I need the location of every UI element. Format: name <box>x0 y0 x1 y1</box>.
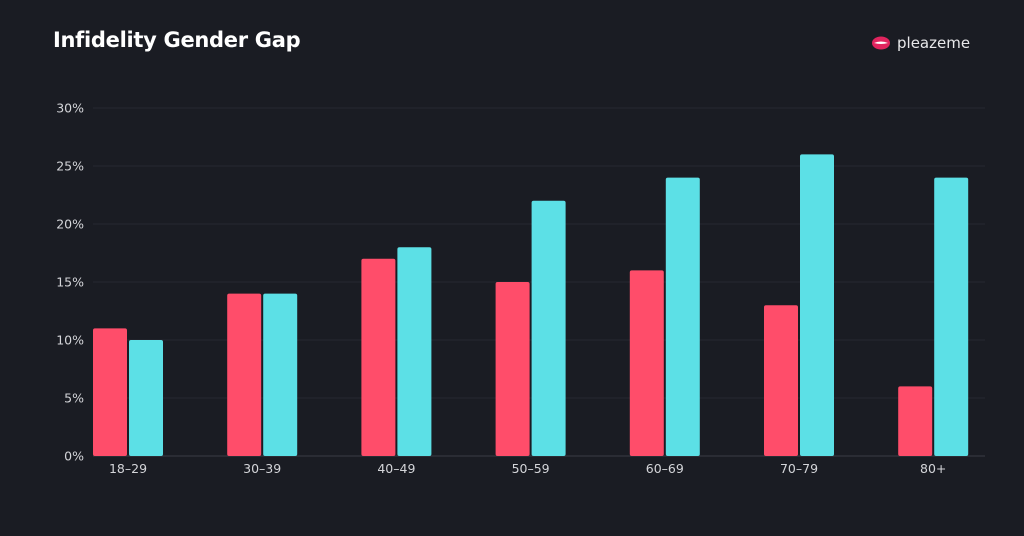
bar-series1-50–59 <box>495 282 530 456</box>
bar-series2-30–39 <box>263 293 298 456</box>
y-tick-label: 20% <box>56 217 84 232</box>
y-tick-label: 15% <box>56 275 84 290</box>
bar-series1-30–39 <box>227 293 262 456</box>
bar-series2-50–59 <box>531 200 566 456</box>
bar-series1-80+ <box>898 386 933 456</box>
chart-title: Infidelity Gender Gap <box>53 28 301 52</box>
bar-series1-60–69 <box>629 270 664 456</box>
x-tick-label: 80+ <box>920 461 946 476</box>
brand-name: pleazeme <box>897 34 971 52</box>
bar-series1-40–49 <box>361 258 396 456</box>
bar-series1-70–79 <box>764 305 798 456</box>
bar-series1-18–29 <box>93 328 127 456</box>
bar-series2-40–49 <box>397 247 432 456</box>
y-tick-label: 10% <box>56 333 84 348</box>
bar-series2-80+ <box>934 177 969 456</box>
x-tick-label: 70–79 <box>780 461 818 476</box>
y-tick-label: 0% <box>64 449 84 464</box>
y-tick-label: 25% <box>56 159 84 174</box>
lips-icon <box>872 36 890 50</box>
bar-series2-18–29 <box>129 340 163 456</box>
brand-logo: pleazeme <box>871 34 970 52</box>
x-tick-label: 30–39 <box>243 461 281 476</box>
x-tick-label: 60–69 <box>646 461 684 476</box>
bar-series2-70–79 <box>800 154 834 456</box>
x-tick-label: 40–49 <box>377 461 415 476</box>
bar-series2-60–69 <box>665 177 700 456</box>
x-tick-label: 18–29 <box>109 461 147 476</box>
y-tick-label: 30% <box>56 101 84 116</box>
x-tick-label: 50–59 <box>512 461 550 476</box>
y-tick-label: 5% <box>64 391 84 406</box>
